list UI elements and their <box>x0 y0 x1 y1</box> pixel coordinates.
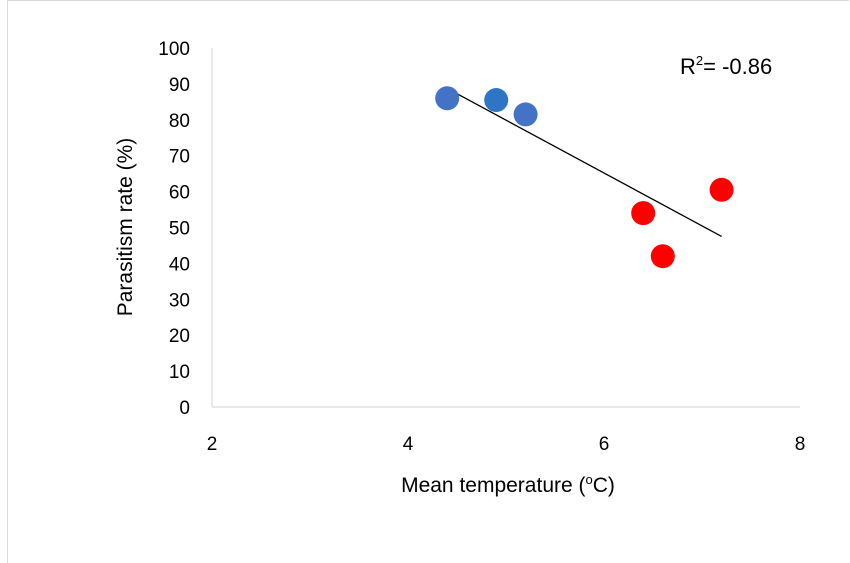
x-tick-label: 8 <box>795 434 806 455</box>
r-squared-suffix: = -0.86 <box>703 54 772 79</box>
x-tick-label: 4 <box>403 434 414 455</box>
y-tick-label: 30 <box>169 290 190 311</box>
y-tick-label: 70 <box>169 147 190 168</box>
r-squared-prefix: R <box>680 54 696 79</box>
x-axis-title-suffix: C) <box>593 474 615 497</box>
y-tick-label: 40 <box>169 254 190 275</box>
y-tick-labels: 0 10 20 30 40 50 60 70 80 90 100 <box>158 39 190 419</box>
data-point <box>709 177 734 202</box>
chart-frame <box>7 0 849 563</box>
data-points <box>435 86 734 269</box>
y-tick-label: 80 <box>169 111 190 132</box>
y-tick-label: 20 <box>169 326 190 347</box>
y-tick-label: 100 <box>158 39 190 60</box>
y-axis-title: Parasitism rate (%) <box>114 138 137 317</box>
x-tick-label: 6 <box>599 434 610 455</box>
r-squared-sup: 2 <box>696 53 703 68</box>
y-tick-label: 90 <box>169 75 190 96</box>
y-tick-label: 10 <box>169 362 190 383</box>
trendline <box>451 90 722 238</box>
y-tick-label: 60 <box>169 183 190 204</box>
y-tick-label: 50 <box>169 219 190 240</box>
x-axis-title-sup: o <box>586 472 593 487</box>
data-point <box>650 244 675 269</box>
y-tick-label: 0 <box>179 398 190 419</box>
data-point <box>513 102 538 127</box>
x-tick-labels: 2 4 6 8 <box>207 434 806 455</box>
x-axis-title-prefix: Mean temperature ( <box>401 474 585 497</box>
data-point <box>435 86 460 111</box>
axes <box>211 48 800 408</box>
data-point <box>631 201 656 226</box>
data-point <box>484 88 509 113</box>
x-axis-title: Mean temperature (oC) <box>401 472 615 497</box>
r-squared-annotation: R2= -0.86 <box>680 53 772 79</box>
x-tick-label: 2 <box>207 434 218 455</box>
